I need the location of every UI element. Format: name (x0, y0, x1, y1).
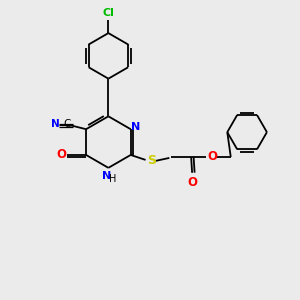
Text: O: O (207, 150, 217, 164)
Text: N: N (102, 171, 111, 181)
Text: N: N (131, 122, 140, 132)
Text: C: C (64, 119, 71, 129)
Text: S: S (147, 154, 156, 167)
Text: O: O (187, 176, 197, 189)
Text: H: H (109, 174, 116, 184)
Text: N: N (51, 119, 60, 129)
Text: O: O (56, 148, 66, 161)
Text: Cl: Cl (103, 8, 114, 18)
